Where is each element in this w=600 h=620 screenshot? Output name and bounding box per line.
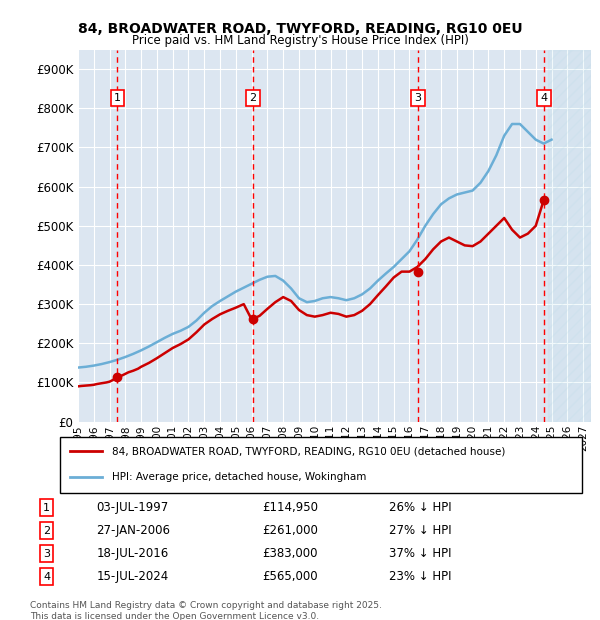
Text: 1: 1 (114, 93, 121, 103)
Text: £383,000: £383,000 (262, 547, 317, 560)
Text: Contains HM Land Registry data © Crown copyright and database right 2025.
This d: Contains HM Land Registry data © Crown c… (30, 601, 382, 620)
FancyBboxPatch shape (60, 437, 582, 493)
Text: 15-JUL-2024: 15-JUL-2024 (96, 570, 169, 583)
Text: 3: 3 (415, 93, 422, 103)
Text: Price paid vs. HM Land Registry's House Price Index (HPI): Price paid vs. HM Land Registry's House … (131, 34, 469, 47)
Text: 84, BROADWATER ROAD, TWYFORD, READING, RG10 0EU: 84, BROADWATER ROAD, TWYFORD, READING, R… (77, 22, 523, 36)
Text: 26% ↓ HPI: 26% ↓ HPI (389, 501, 451, 514)
Bar (548, 50, 591, 422)
Text: 2: 2 (249, 93, 256, 103)
Text: £261,000: £261,000 (262, 524, 318, 537)
Text: 4: 4 (43, 572, 50, 582)
Text: 3: 3 (43, 549, 50, 559)
Text: 18-JUL-2016: 18-JUL-2016 (96, 547, 169, 560)
Text: 2: 2 (43, 526, 50, 536)
Text: £565,000: £565,000 (262, 570, 317, 583)
Text: 4: 4 (541, 93, 548, 103)
Text: £114,950: £114,950 (262, 501, 318, 514)
Text: 27% ↓ HPI: 27% ↓ HPI (389, 524, 451, 537)
Text: 84, BROADWATER ROAD, TWYFORD, READING, RG10 0EU (detached house): 84, BROADWATER ROAD, TWYFORD, READING, R… (112, 446, 506, 456)
Text: 1: 1 (43, 503, 50, 513)
Text: 03-JUL-1997: 03-JUL-1997 (96, 501, 169, 514)
Text: 37% ↓ HPI: 37% ↓ HPI (389, 547, 451, 560)
Text: 27-JAN-2006: 27-JAN-2006 (96, 524, 170, 537)
Text: HPI: Average price, detached house, Wokingham: HPI: Average price, detached house, Woki… (112, 472, 367, 482)
Text: 23% ↓ HPI: 23% ↓ HPI (389, 570, 451, 583)
